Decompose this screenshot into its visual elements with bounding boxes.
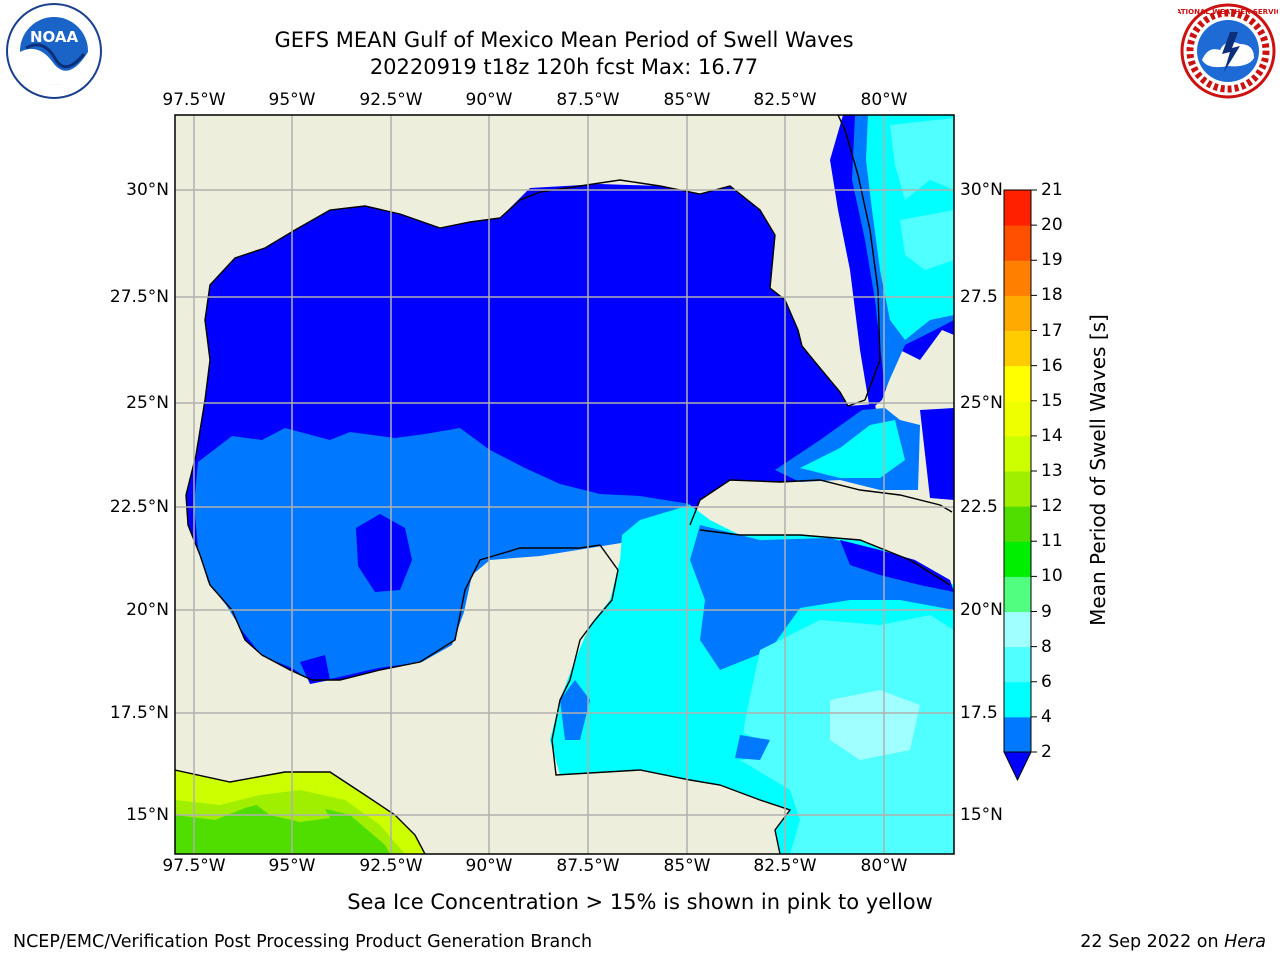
colorbar-tick-label: 19	[1041, 250, 1063, 271]
lon-label-bottom: 85°W	[663, 856, 711, 876]
colorbar-band	[1004, 681, 1031, 718]
colorbar-tick-label: 2	[1041, 742, 1052, 762]
colorbar-band	[1004, 576, 1031, 612]
lon-label-top: 80°W	[860, 90, 908, 110]
lat-label-right: 22.5	[960, 497, 998, 517]
footer-date-text: 22 Sep 2022 on	[1080, 932, 1225, 952]
footer-date: 22 Sep 2022 on Hera	[1080, 932, 1266, 952]
colorbar-band	[1004, 646, 1031, 683]
colorbar-band	[1004, 260, 1031, 296]
lon-label-top: 85°W	[663, 90, 711, 110]
colorbar-label: Mean Period of Swell Waves [s]	[1086, 314, 1110, 626]
colorbar-band	[1004, 506, 1031, 542]
colorbar-tick-label: 18	[1041, 285, 1063, 306]
colorbar	[1003, 189, 1037, 782]
lat-label-right: 20°N	[960, 600, 1003, 620]
colorbar-tick-label: 10	[1041, 566, 1063, 587]
lon-label-top: 82.5°W	[753, 90, 817, 110]
colorbar-band	[1004, 225, 1031, 261]
colorbar-tick-label: 21	[1041, 180, 1063, 200]
footer-credit: NCEP/EMC/Verification Post Processing Pr…	[13, 932, 593, 952]
gulf-swell-4-6s	[194, 428, 700, 682]
colorbar-band	[1004, 541, 1031, 577]
lon-label-bottom: 80°W	[860, 856, 908, 876]
lat-label-left: 17.5°N	[109, 703, 169, 723]
lat-label-right: 17.5	[960, 703, 998, 723]
colorbar-band	[1004, 611, 1031, 648]
graticule	[175, 115, 954, 854]
colorbar-extend-arrow	[1003, 751, 1032, 782]
lon-label-top: 90°W	[465, 90, 513, 110]
colorbar-tick-label: 9	[1041, 601, 1052, 622]
colorbar-tick-label: 14	[1041, 425, 1063, 446]
lon-label-bottom: 92.5°W	[359, 856, 423, 876]
colorbar-tick-label: 20	[1041, 215, 1063, 236]
lat-label-left: 30°N	[126, 180, 169, 200]
lat-label-right: 25°N	[960, 393, 1003, 413]
colorbar-tick-label: 4	[1041, 706, 1052, 727]
colorbar-tick-label: 11	[1041, 531, 1063, 552]
lat-label-right: 27.5	[960, 287, 998, 307]
lon-label-bottom: 97.5°W	[162, 856, 226, 876]
map-frame	[174, 114, 955, 855]
lat-label-left: 15°N	[126, 805, 169, 825]
lon-label-top: 92.5°W	[359, 90, 423, 110]
lon-label-top: 87.5°W	[556, 90, 620, 110]
colorbar-band	[1004, 400, 1031, 437]
colorbar-band	[1004, 716, 1031, 753]
colorbar-tick-label: 8	[1041, 636, 1052, 657]
colorbar-band	[1004, 190, 1031, 226]
sea-ice-note: Sea Ice Concentration > 15% is shown in …	[347, 890, 933, 914]
coastlines	[175, 115, 953, 854]
footer-host: Hera	[1224, 932, 1266, 952]
lat-label-left: 22.5°N	[109, 497, 169, 517]
lon-label-top: 95°W	[268, 90, 316, 110]
colorbar-tick-label: 13	[1041, 461, 1063, 481]
colorbar-band	[1004, 365, 1031, 402]
lat-label-left: 27.5°N	[109, 287, 169, 307]
colorbar-band	[1004, 471, 1031, 507]
lat-label-right: 30°N	[960, 180, 1003, 200]
noaa-logo: NOAA	[6, 3, 102, 99]
map-title: GEFS MEAN Gulf of Mexico Mean Period of …	[274, 28, 854, 52]
nws-logo: NATIONAL WEATHER SERVICE	[1178, 3, 1278, 99]
lat-label-left: 20°N	[126, 600, 169, 620]
colorbar-tick-label: 17	[1041, 320, 1063, 341]
colorbar-band	[1004, 435, 1031, 472]
lat-label-left: 25°N	[126, 393, 169, 413]
lon-label-bottom: 82.5°W	[753, 856, 817, 876]
colorbar-tick-label: 15	[1041, 390, 1063, 411]
colorbar-tick-label: 6	[1041, 671, 1052, 692]
colorbar-tick-label: 12	[1041, 496, 1063, 517]
colorbar-band	[1004, 295, 1031, 331]
nws-logo-text: NATIONAL WEATHER SERVICE	[1178, 8, 1278, 16]
colorbar-band	[1004, 330, 1031, 367]
lon-label-bottom: 87.5°W	[556, 856, 620, 876]
colorbar-tick-label: 16	[1041, 355, 1063, 376]
lon-label-bottom: 95°W	[268, 856, 316, 876]
map-subtitle: 20220919 t18z 120h fcst Max: 16.77	[369, 55, 759, 79]
noaa-logo-text: NOAA	[30, 28, 79, 46]
lat-label-right: 15°N	[960, 805, 1003, 825]
lon-label-top: 97.5°W	[162, 90, 226, 110]
lon-label-bottom: 90°W	[465, 856, 513, 876]
